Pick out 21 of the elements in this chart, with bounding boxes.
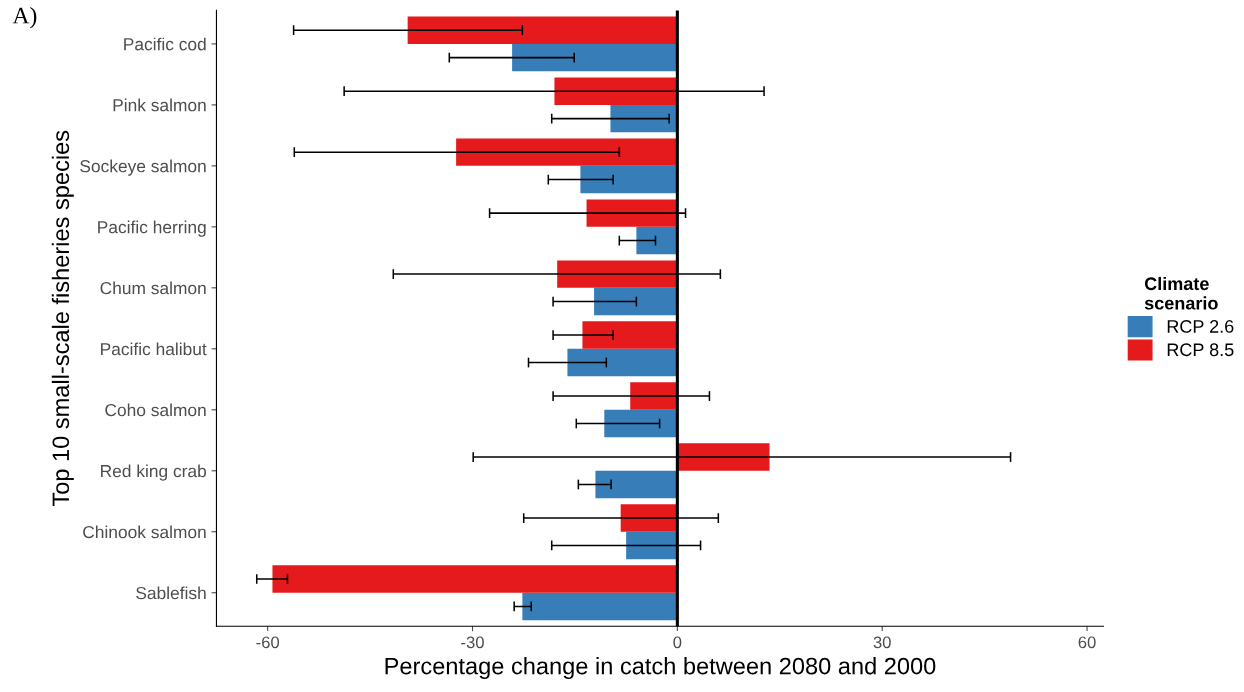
text: A) — [12, 6, 37, 29]
y-tick-label: Chinook salmon — [83, 525, 206, 539]
y-tick-label: Red king crab — [101, 464, 207, 481]
x-tick-label: -60 — [256, 636, 280, 649]
y-tick-label: Sablefish — [136, 586, 206, 600]
y-tick-label: Pacific halibut — [101, 342, 207, 356]
legend-label: RCP 2.6 — [1167, 320, 1234, 333]
x-tick-label: 0 — [673, 636, 682, 649]
x-tick-label: 60 — [1078, 636, 1096, 649]
legend-label: RCP 8.5 — [1167, 343, 1234, 357]
y-tick-label: Sockeye salmon — [80, 159, 206, 176]
y-tick-label: Chum salmon — [100, 281, 206, 295]
x-tick-label: -30 — [461, 636, 484, 649]
x-axis-title: Percentage change in catch between 2080 and 2000 — [385, 657, 936, 680]
y-tick-label: Coho salmon — [105, 403, 206, 417]
y-tick-label: Pacific cod — [124, 37, 206, 51]
legend-title: Climate scenario — [1144, 276, 1218, 310]
y-tick-label: Pacific herring — [98, 220, 206, 237]
y-axis-title: Top 10 small-scale fisheries species — [51, 130, 74, 507]
x-tick-label: 30 — [873, 636, 891, 649]
y-tick-label: Pink salmon — [113, 98, 206, 112]
